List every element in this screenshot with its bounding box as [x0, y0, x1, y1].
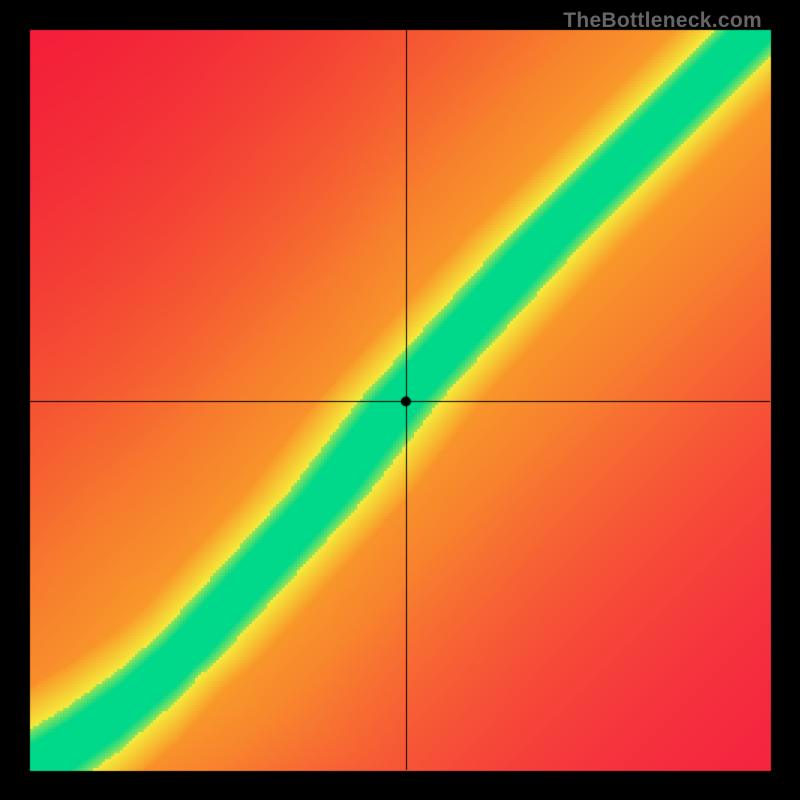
marker-canvas [0, 0, 800, 800]
chart-container: TheBottleneck.com [0, 0, 800, 800]
watermark-text: TheBottleneck.com [563, 9, 762, 33]
